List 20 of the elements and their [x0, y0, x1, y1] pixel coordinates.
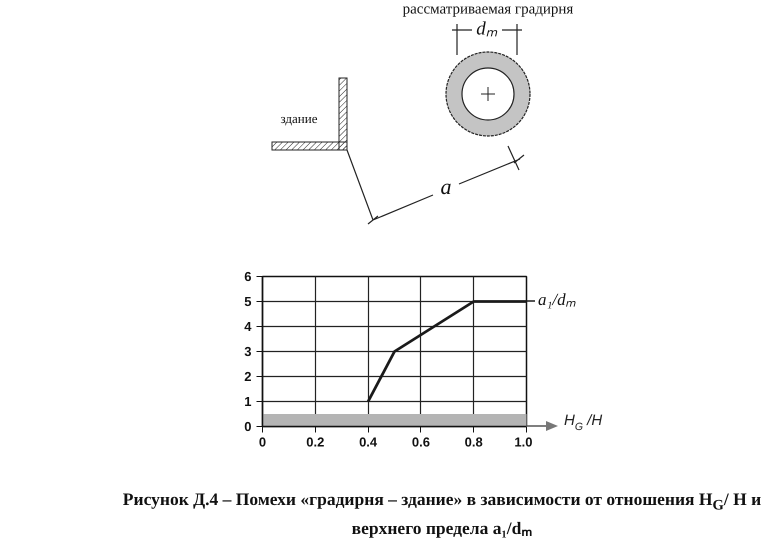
- legend-label: a₁/dₘ: [538, 290, 577, 309]
- text: здание: [280, 110, 318, 126]
- y-tick-label: 5: [244, 294, 252, 309]
- x-axis-title: H$_{G}$ /H: [564, 412, 602, 433]
- y-tick-label: 0: [244, 419, 252, 434]
- y-tick-label: 6: [244, 269, 252, 284]
- x-tick-label: 0.4: [359, 434, 378, 450]
- x-tick-label: 0.6: [412, 434, 430, 450]
- text: рассматриваемая градирня: [402, 1, 574, 18]
- text: a: [440, 174, 452, 200]
- x-tick-label: 0: [258, 434, 266, 450]
- y-tick-label: 1: [244, 394, 252, 409]
- x-tick-label: 0.8: [464, 434, 483, 450]
- y-tick-label: 2: [244, 369, 252, 384]
- text: Рисунок Д.4 – Помехи «градирня – здание» в зависимости от отношения H$_{G}$/ H и верхнего предела a₁/dₘ: [122, 489, 762, 538]
- x-tick-label: 1.0: [514, 434, 533, 450]
- x-tick-label: 0.2: [306, 434, 324, 450]
- text: dₘ: [476, 18, 498, 40]
- y-tick-label: 4: [244, 319, 252, 334]
- y-tick-label: 3: [244, 344, 252, 359]
